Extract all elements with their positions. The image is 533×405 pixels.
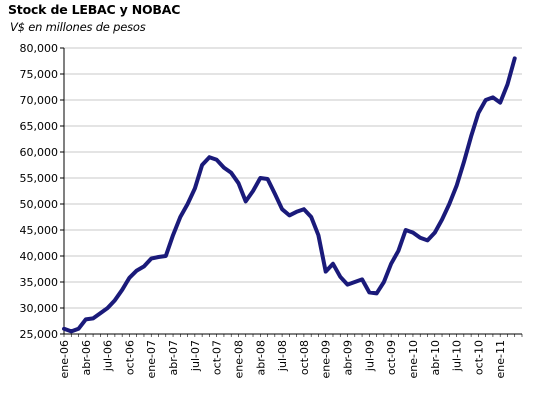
y-tick-label: 65,000: [20, 120, 59, 133]
y-tick-label: 30,000: [20, 302, 59, 315]
x-tick-label: jul-08: [276, 340, 289, 372]
x-tick-label: ene-10: [407, 340, 420, 378]
x-tick-label: jul-09: [363, 340, 376, 372]
y-tick-label: 35,000: [20, 276, 59, 289]
y-tick-label: 60,000: [20, 146, 59, 159]
x-tick-label: abr-06: [80, 340, 93, 376]
x-tick-label: ene-08: [232, 340, 245, 378]
x-tick-label: oct-09: [385, 340, 398, 375]
x-tick-label: jul-10: [451, 340, 464, 372]
x-tick-label: oct-06: [123, 340, 136, 375]
x-tick-label: ene-09: [320, 340, 333, 378]
x-tick-label: oct-08: [298, 340, 311, 375]
x-tick-label: abr-10: [429, 340, 442, 376]
series-line: [62, 56, 517, 334]
x-tick-label: oct-10: [472, 340, 485, 375]
x-tick-label: abr-07: [167, 340, 180, 376]
x-tick-label: oct-07: [211, 340, 224, 375]
x-tick-label: abr-08: [254, 340, 267, 376]
x-tick-label: ene-06: [58, 340, 71, 378]
y-axis: 25,000 30,000 35,000 40,000 45,000 50,000 55,0…: [20, 42, 65, 341]
y-tick-label: 40,000: [20, 250, 59, 263]
chart-subtitle: V$ en millones de pesos: [10, 20, 146, 34]
y-tick-label: 55,000: [20, 172, 59, 185]
x-tick-label: ene-11: [494, 340, 507, 378]
y-tick-label: 45,000: [20, 224, 59, 237]
y-tick-label: 25,000: [20, 328, 59, 341]
y-tick-label: 80,000: [20, 42, 59, 55]
x-tick-label: jul-06: [102, 340, 115, 372]
x-tick-label: abr-09: [342, 340, 355, 376]
gridlines: [64, 47, 522, 335]
y-tick-label: 75,000: [20, 68, 59, 81]
x-axis: ene-06 abr-06 jul-06 oct-06 ene-07 abr-07 jul-…: [58, 333, 523, 378]
x-tick-label: ene-07: [145, 340, 158, 378]
y-tick-label: 70,000: [20, 94, 59, 107]
chart-title: Stock de LEBAC y NOBAC: [8, 2, 181, 17]
x-tick-label: jul-07: [189, 340, 202, 372]
y-tick-label: 50,000: [20, 198, 59, 211]
plot-series: [62, 56, 517, 334]
